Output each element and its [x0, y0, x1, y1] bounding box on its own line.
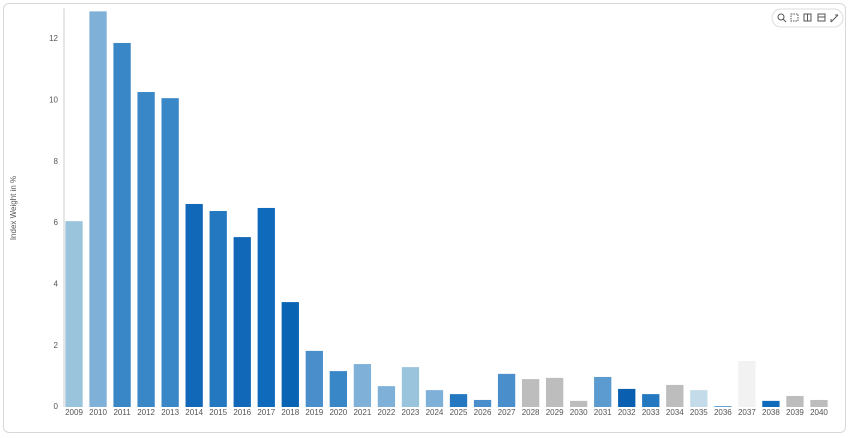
bar — [209, 211, 227, 407]
x-tick-label: 2036 — [714, 408, 732, 417]
bar — [281, 302, 299, 407]
bar — [185, 203, 203, 407]
x-tick-label: 2013 — [161, 408, 179, 417]
bar — [137, 92, 155, 407]
bar — [161, 98, 179, 408]
bar — [762, 400, 780, 407]
x-tick-label: 2037 — [738, 408, 756, 417]
bar — [473, 399, 492, 407]
bar — [449, 394, 468, 407]
x-tick-label: 2023 — [402, 408, 420, 417]
bar — [329, 371, 348, 407]
x-tick-label: 2010 — [89, 408, 107, 417]
y-tick-label: 0 — [54, 402, 59, 411]
bar — [353, 364, 372, 407]
x-tick-label: 2029 — [546, 408, 564, 417]
x-tick-label: 2020 — [329, 408, 347, 417]
bar — [810, 399, 828, 407]
bar — [65, 221, 83, 407]
bar — [690, 390, 708, 407]
x-tick-label: 2012 — [137, 408, 155, 417]
x-tick-label: 2031 — [594, 408, 612, 417]
x-tick-label: 2040 — [810, 408, 828, 417]
y-tick-label: 4 — [54, 279, 59, 288]
x-tick-label: 2016 — [233, 408, 251, 417]
x-tick-label: 2026 — [474, 408, 492, 417]
bar — [738, 360, 756, 407]
y-tick-label: 12 — [49, 34, 58, 43]
x-tick-label: 2009 — [65, 408, 83, 417]
bar — [497, 373, 516, 407]
x-tick-label: 2027 — [498, 408, 516, 417]
bar — [786, 395, 804, 407]
x-tick-label: 2018 — [281, 408, 299, 417]
bar — [257, 207, 275, 407]
y-tick-label: 6 — [54, 218, 59, 227]
chart-frame — [3, 3, 846, 433]
bar — [401, 367, 420, 407]
x-tick-label: 2024 — [426, 408, 444, 417]
y-axis-label: Index Weight in % — [9, 176, 18, 240]
bar — [305, 350, 323, 407]
bar — [714, 406, 732, 407]
x-tick-label: 2033 — [642, 408, 660, 417]
y-tick-label: 8 — [54, 157, 59, 166]
bar — [594, 376, 612, 407]
x-tick-label: 2025 — [450, 408, 468, 417]
bar — [113, 42, 131, 407]
x-tick-label: 2015 — [209, 408, 227, 417]
bar — [425, 390, 444, 407]
x-tick-label: 2032 — [618, 408, 636, 417]
x-tick-label: 2038 — [762, 408, 780, 417]
bar — [666, 384, 684, 407]
toolbar[interactable] — [771, 8, 844, 28]
x-tick-label: 2019 — [305, 408, 323, 417]
x-tick-label: 2039 — [786, 408, 804, 417]
x-tick-label: 2035 — [690, 408, 708, 417]
bar — [377, 386, 396, 407]
bar — [545, 377, 564, 407]
bar — [642, 394, 660, 407]
x-tick-label: 2021 — [353, 408, 371, 417]
y-tick-label: 2 — [54, 341, 59, 350]
x-tick-label: 2030 — [570, 408, 588, 417]
x-tick-label: 2014 — [185, 408, 203, 417]
bar — [570, 400, 588, 407]
bar — [618, 388, 636, 407]
bar — [89, 11, 107, 408]
x-tick-label: 2011 — [113, 408, 131, 417]
x-tick-label: 2028 — [522, 408, 540, 417]
x-tick-label: 2017 — [257, 408, 275, 417]
y-tick-label: 10 — [49, 95, 58, 104]
x-tick-label: 2034 — [666, 408, 684, 417]
bar — [233, 237, 251, 407]
bar — [521, 379, 540, 407]
x-tick-label: 2022 — [378, 408, 396, 417]
